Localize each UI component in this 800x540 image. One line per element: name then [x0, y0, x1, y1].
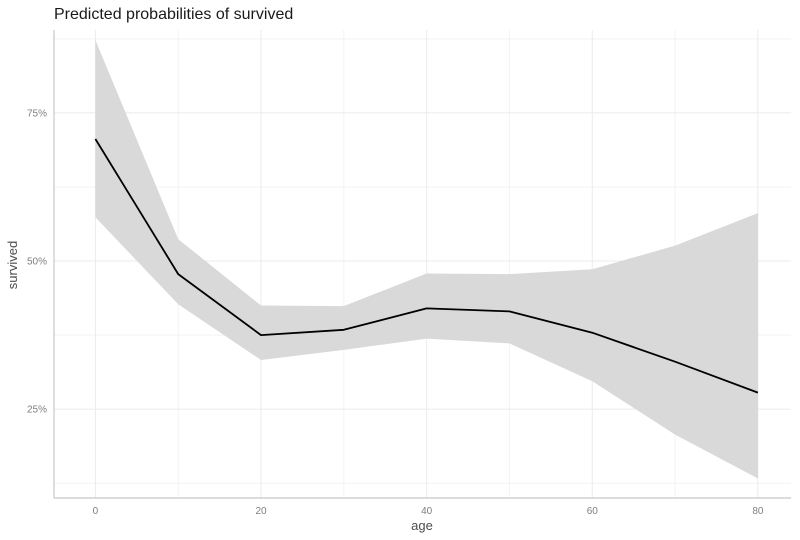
confidence-ribbon	[95, 40, 758, 479]
prediction-line	[94, 138, 759, 394]
x-tick-label: 40	[421, 506, 433, 517]
y-tick-label: 50%	[27, 257, 47, 268]
confidence-ribbon-layer	[95, 40, 758, 479]
chart-title: Predicted probabilities of survived	[54, 6, 293, 23]
x-tick-label: 60	[587, 506, 599, 517]
x-tick-label: 20	[255, 506, 267, 517]
y-axis-label: survived	[5, 241, 20, 289]
prediction-line-layer	[94, 138, 759, 394]
y-tick-label: 25%	[27, 405, 47, 416]
x-tick-labels: 0 20 40 60 80	[93, 506, 764, 517]
x-tick-label: 0	[93, 506, 99, 517]
y-tick-labels: 25% 50% 75%	[27, 108, 47, 415]
x-tick-label: 80	[752, 506, 764, 517]
x-axis-label: age	[411, 518, 433, 533]
y-tick-label: 75%	[27, 108, 47, 119]
axes	[53, 30, 791, 499]
